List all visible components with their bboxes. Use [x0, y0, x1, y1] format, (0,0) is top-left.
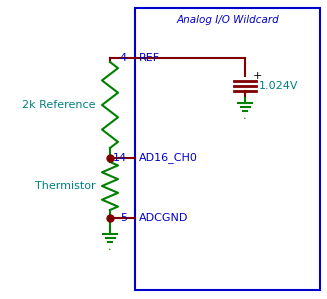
Text: 14: 14 — [113, 153, 127, 163]
Text: +: + — [253, 71, 262, 81]
Text: 4: 4 — [120, 53, 127, 63]
Text: 5: 5 — [120, 213, 127, 223]
Text: ⋅: ⋅ — [243, 114, 247, 124]
Text: ADCGND: ADCGND — [139, 213, 188, 223]
Text: AD16_CH0: AD16_CH0 — [139, 152, 198, 164]
Text: Thermistor: Thermistor — [35, 181, 96, 191]
Text: REF: REF — [139, 53, 160, 63]
Text: 1.024V: 1.024V — [259, 81, 299, 91]
Bar — [135, 8, 320, 290]
Text: ⋅: ⋅ — [108, 245, 112, 255]
Text: Analog I/O Wildcard: Analog I/O Wildcard — [176, 15, 279, 25]
Text: 2k Reference: 2k Reference — [23, 100, 96, 110]
